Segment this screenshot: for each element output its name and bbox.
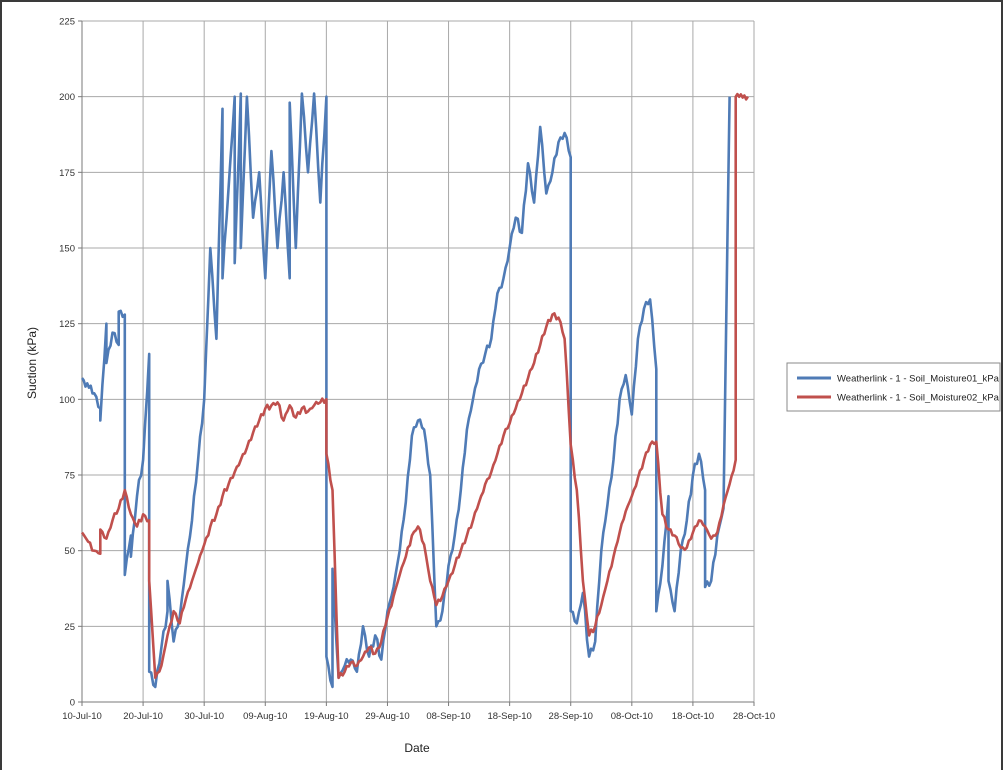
x-tick-label: 08-Sep-10 [426,711,470,722]
legend-box [786,362,1001,412]
y-tick-label: 150 [59,244,75,255]
y-tick-label: 100 [59,395,75,406]
y-tick-label: 225 [59,17,75,28]
x-tick-label: 18-Oct-10 [672,711,714,722]
x-tick-label: 09-Aug-10 [243,711,287,722]
x-tick-label: 30-Jul-10 [184,711,224,722]
y-tick-label: 125 [59,319,75,330]
x-tick-label: 29-Aug-10 [365,711,409,722]
y-axis-ticks: 0 25 50 75 100 125 150 175 200 225 [59,17,82,709]
grid-lines [82,20,755,702]
series-line-2 [80,92,749,680]
legend-label-1: Weatherlink - 1 - Soil_Moisture01_kPa [837,374,1000,385]
x-tick-label: 08-Oct-10 [611,711,653,722]
x-tick-label: 18-Sep-10 [487,711,531,722]
legend: Weatherlink - 1 - Soil_Moisture01_kPa Wea… [786,362,1001,412]
y-tick-label: 75 [64,471,75,482]
y-axis-title: Suction (kPa) [25,327,39,399]
x-tick-label: 10-Jul-10 [62,711,102,722]
axes [81,21,754,703]
y-tick-label: 50 [64,546,75,557]
y-tick-label: 200 [59,92,75,103]
series-line-1 [80,92,731,689]
x-tick-label: 20-Jul-10 [123,711,163,722]
legend-label-2: Weatherlink - 1 - Soil_Moisture02_kPa [837,393,1000,404]
y-tick-label: 0 [70,698,75,709]
x-tick-label: 28-Sep-10 [549,711,593,722]
x-tick-label: 28-Oct-10 [733,711,775,722]
series-lines [80,92,749,689]
x-tick-label: 19-Aug-10 [304,711,348,722]
x-axis-title: Date [404,741,430,755]
y-tick-label: 175 [59,168,75,179]
y-tick-label: 25 [64,622,75,633]
x-axis-ticks: 10-Jul-10 20-Jul-10 30-Jul-10 09-Aug-10 19-A… [62,702,775,722]
